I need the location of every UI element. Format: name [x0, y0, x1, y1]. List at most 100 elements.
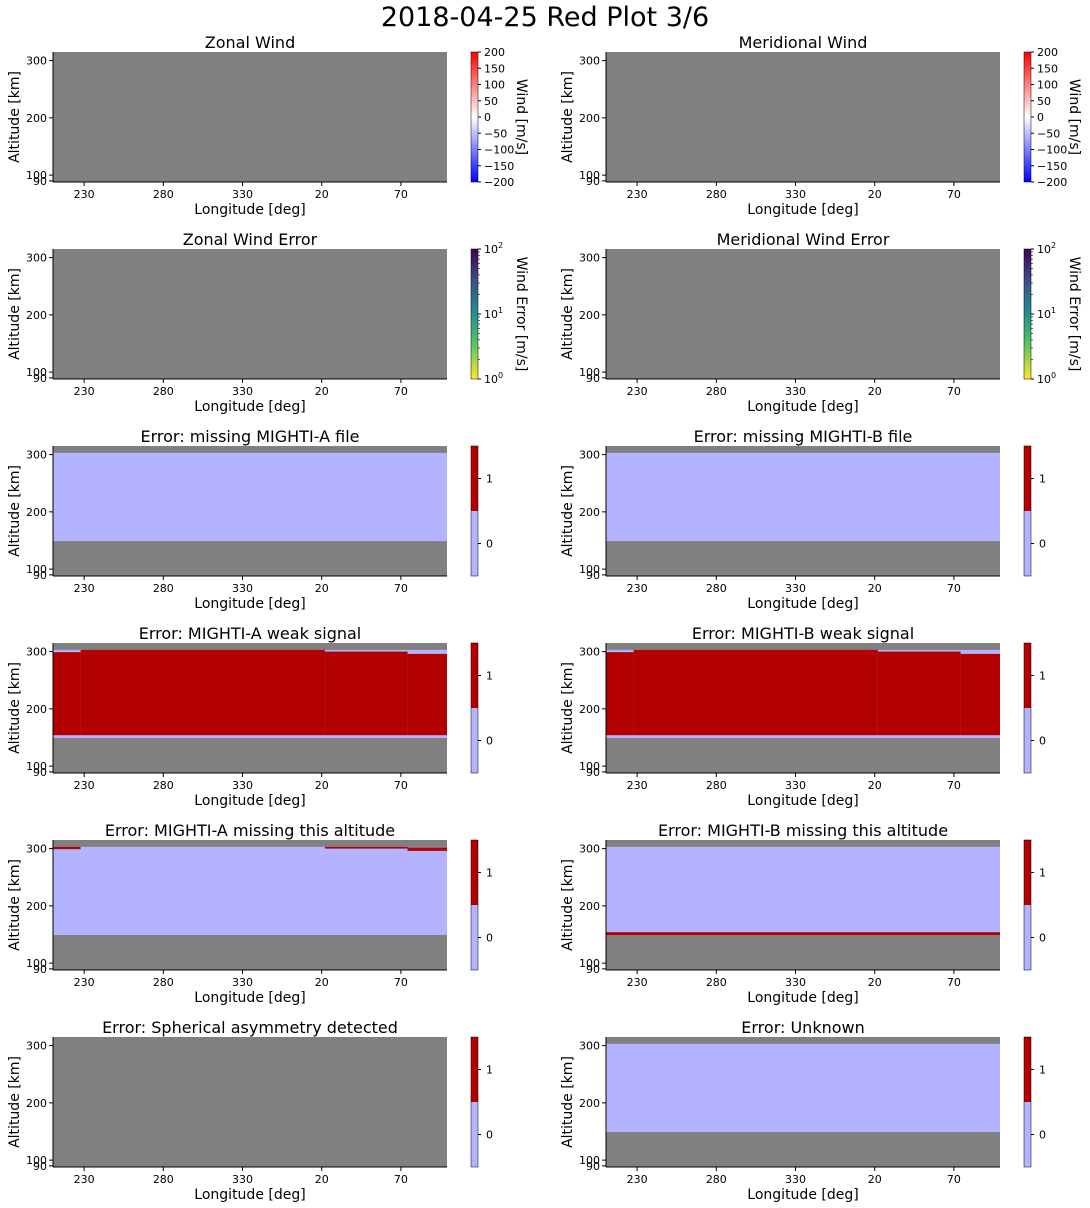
x-tick-label: 330 [785, 188, 806, 201]
colorbar-segment-0 [1024, 1102, 1031, 1167]
panel-7: Error: MIGHTI-A weak signal 230 280 330 20 70… [7, 624, 493, 809]
x-tick-label: 230 [627, 188, 648, 201]
colorbar-tick-label: 1 [486, 473, 493, 486]
y-tick-label: 100 [26, 563, 47, 576]
x-tick-label: 70 [947, 188, 961, 201]
colorbar: 102 101 100 Wind Error [m/s] [1023, 241, 1082, 386]
colorbar-segment-0 [1024, 511, 1031, 576]
y-tick-label: 90 [586, 766, 600, 779]
x-tick-label: 70 [947, 1173, 961, 1186]
x-tick-label: 330 [232, 188, 253, 201]
x-tick-label: 330 [232, 976, 253, 989]
colorbar-frame [1023, 642, 1032, 774]
colorbar-label: Wind [m/s] [513, 79, 529, 155]
colorbar-label: Wind Error [m/s] [513, 257, 529, 372]
colorbar-tick-label: 100 [484, 79, 505, 92]
colorbar-frame [470, 445, 479, 577]
x-axis-label: Longitude [deg] [747, 202, 858, 218]
panel-11: Error: Spherical asymmetry detected 230 28… [7, 1018, 493, 1203]
x-axis-label: Longitude [deg] [747, 990, 858, 1006]
y-tick-label: 200 [26, 506, 47, 519]
colorbar-tick-label: 102 [1037, 241, 1056, 256]
panel-title: Zonal Wind Error [183, 230, 318, 249]
x-tick-label: 280 [706, 1173, 727, 1186]
y-tick-label: 200 [579, 1097, 600, 1110]
colorbar-tick-label: 102 [484, 241, 503, 256]
y-axis-label: Altitude [km] [7, 859, 23, 951]
colorbar-segment-0 [471, 905, 478, 970]
x-axis-label: Longitude [deg] [194, 793, 305, 809]
colorbar-segment-1 [471, 840, 478, 905]
colorbar-segment-1 [1024, 643, 1031, 708]
flag-region-1 [877, 651, 961, 736]
y-axis-label: Altitude [km] [560, 268, 576, 360]
colorbar-tick-label: 0 [1039, 1129, 1046, 1142]
y-axis-label: Altitude [km] [560, 859, 576, 951]
x-tick-label: 330 [232, 779, 253, 792]
y-tick-label: 90 [33, 175, 47, 188]
missing-data-area [606, 52, 1000, 182]
colorbar-tick-label: −50 [484, 127, 507, 140]
flag-region-1 [80, 649, 325, 736]
x-tick-label: 70 [394, 779, 408, 792]
y-axis-label: Altitude [km] [7, 268, 23, 360]
colorbar-segment-0 [471, 1102, 478, 1167]
panel-title: Error: Spherical asymmetry detected [102, 1018, 398, 1037]
panel-title: Error: missing MIGHTI-A file [141, 427, 360, 446]
colorbar-tick-label: 100 [484, 371, 503, 386]
y-tick-label: 90 [33, 1160, 47, 1173]
colorbar-tick-label: −150 [1037, 160, 1067, 173]
colorbar-segment-1 [471, 1037, 478, 1102]
y-tick-label: 90 [33, 372, 47, 385]
y-tick-label: 100 [26, 1154, 47, 1167]
flag-region-0 [53, 846, 447, 936]
colorbar-tick-label: 0 [1037, 111, 1044, 124]
colorbar-tick-label: 101 [1037, 306, 1056, 321]
x-tick-label: 70 [394, 976, 408, 989]
flag-region-1 [633, 649, 878, 736]
colorbar-tick-label: 1 [1039, 473, 1046, 486]
panel-title: Error: MIGHTI-B weak signal [692, 624, 914, 643]
x-tick-label: 20 [315, 976, 329, 989]
x-tick-label: 70 [394, 385, 408, 398]
colorbar: 10 [470, 839, 493, 971]
y-tick-label: 200 [579, 506, 600, 519]
x-tick-label: 280 [706, 582, 727, 595]
colorbar: 102 101 100 Wind Error [m/s] [470, 241, 529, 386]
x-tick-label: 70 [394, 582, 408, 595]
panel-title: Meridional Wind [739, 33, 868, 52]
colorbar-segment-0 [471, 511, 478, 576]
colorbar-tick-label: 0 [484, 111, 491, 124]
colorbar: 10 [470, 1036, 493, 1168]
x-tick-label: 330 [232, 1173, 253, 1186]
y-tick-label: 90 [33, 766, 47, 779]
y-tick-label: 300 [26, 449, 47, 462]
colorbar-label: Wind [m/s] [1066, 79, 1082, 155]
panel-title: Error: MIGHTI-B missing this altitude [658, 821, 948, 840]
x-tick-label: 230 [74, 779, 95, 792]
colorbar-tick-label: 1 [1039, 670, 1046, 683]
y-tick-label: 200 [579, 309, 600, 322]
y-tick-label: 200 [579, 112, 600, 125]
y-tick-label: 100 [26, 760, 47, 773]
panel-title: Error: MIGHTI-A missing this altitude [105, 821, 395, 840]
colorbar-frame [470, 642, 479, 774]
x-tick-label: 20 [315, 1173, 329, 1186]
x-axis-label: Longitude [deg] [194, 596, 305, 612]
y-tick-label: 100 [579, 760, 600, 773]
x-tick-label: 20 [868, 188, 882, 201]
flag-region-0 [53, 452, 447, 542]
flag-region-1 [53, 846, 81, 850]
colorbar: 10 [1023, 1036, 1046, 1168]
colorbar-tick-label: 0 [486, 1129, 493, 1142]
x-tick-label: 230 [627, 779, 648, 792]
y-tick-label: 300 [26, 252, 47, 265]
panel-9: Error: MIGHTI-A missing this altitude 230… [7, 821, 493, 1006]
colorbar-tick-label: 200 [1037, 46, 1058, 59]
y-axis-label: Altitude [km] [7, 465, 23, 557]
colorbar-segment-0 [471, 708, 478, 773]
x-tick-label: 20 [315, 188, 329, 201]
colorbar-tick-label: 0 [1039, 932, 1046, 945]
